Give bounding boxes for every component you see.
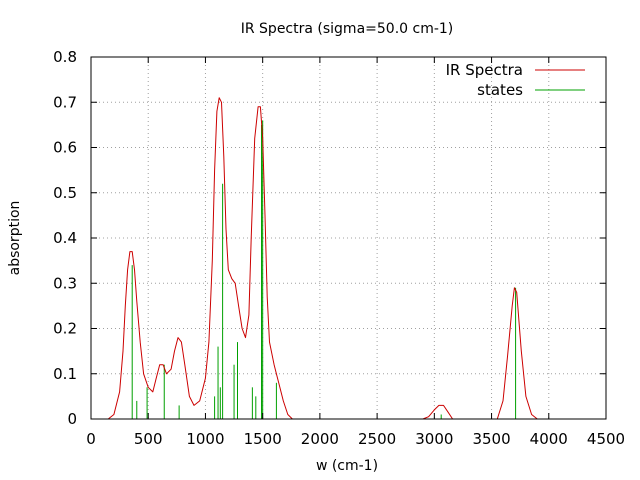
x-tick-label: 2500 (358, 430, 396, 448)
y-tick-label: 0 (67, 410, 77, 428)
axis-ticks (90, 56, 607, 420)
x-tick-label: 1000 (186, 430, 224, 448)
x-tick-label: 500 (134, 430, 163, 448)
x-tick-label: 2000 (301, 430, 339, 448)
legend-label: IR Spectra (446, 61, 523, 79)
y-axis-label: absorption (7, 201, 23, 276)
y-tick-label: 0.2 (53, 320, 77, 338)
x-tick-label: 4000 (530, 430, 568, 448)
chart-title: IR Spectra (sigma=50.0 cm-1) (241, 21, 454, 37)
plot-frame (90, 56, 607, 420)
legend-label: states (477, 81, 523, 99)
ir-spectra-line (107, 97, 538, 420)
x-tick-label: 4500 (587, 430, 625, 448)
y-tick-label: 0.1 (53, 365, 77, 383)
x-tick-label: 3000 (415, 430, 453, 448)
x-tick-label: 0 (86, 430, 96, 448)
y-tick-label: 0.6 (53, 139, 77, 157)
y-tick-label: 0.8 (53, 48, 77, 66)
legend: IR Spectra states (446, 61, 585, 99)
y-tick-label: 0.7 (53, 93, 77, 111)
x-tick-label: 1500 (244, 430, 282, 448)
grid (91, 57, 606, 419)
x-axis-label: w (cm-1) (316, 458, 378, 474)
x-tick-label: 3500 (472, 430, 510, 448)
y-tick-label: 0.4 (53, 229, 77, 247)
y-tick-labels: 0 0.1 0.2 0.3 0.4 0.5 0.6 0.7 0.8 (53, 48, 77, 428)
y-tick-label: 0.5 (53, 184, 77, 202)
series-layer (107, 97, 538, 420)
x-tick-labels: 0 500 1000 1500 2000 2500 3000 3500 4000 4500 (86, 430, 625, 448)
y-tick-label: 0.3 (53, 274, 77, 292)
